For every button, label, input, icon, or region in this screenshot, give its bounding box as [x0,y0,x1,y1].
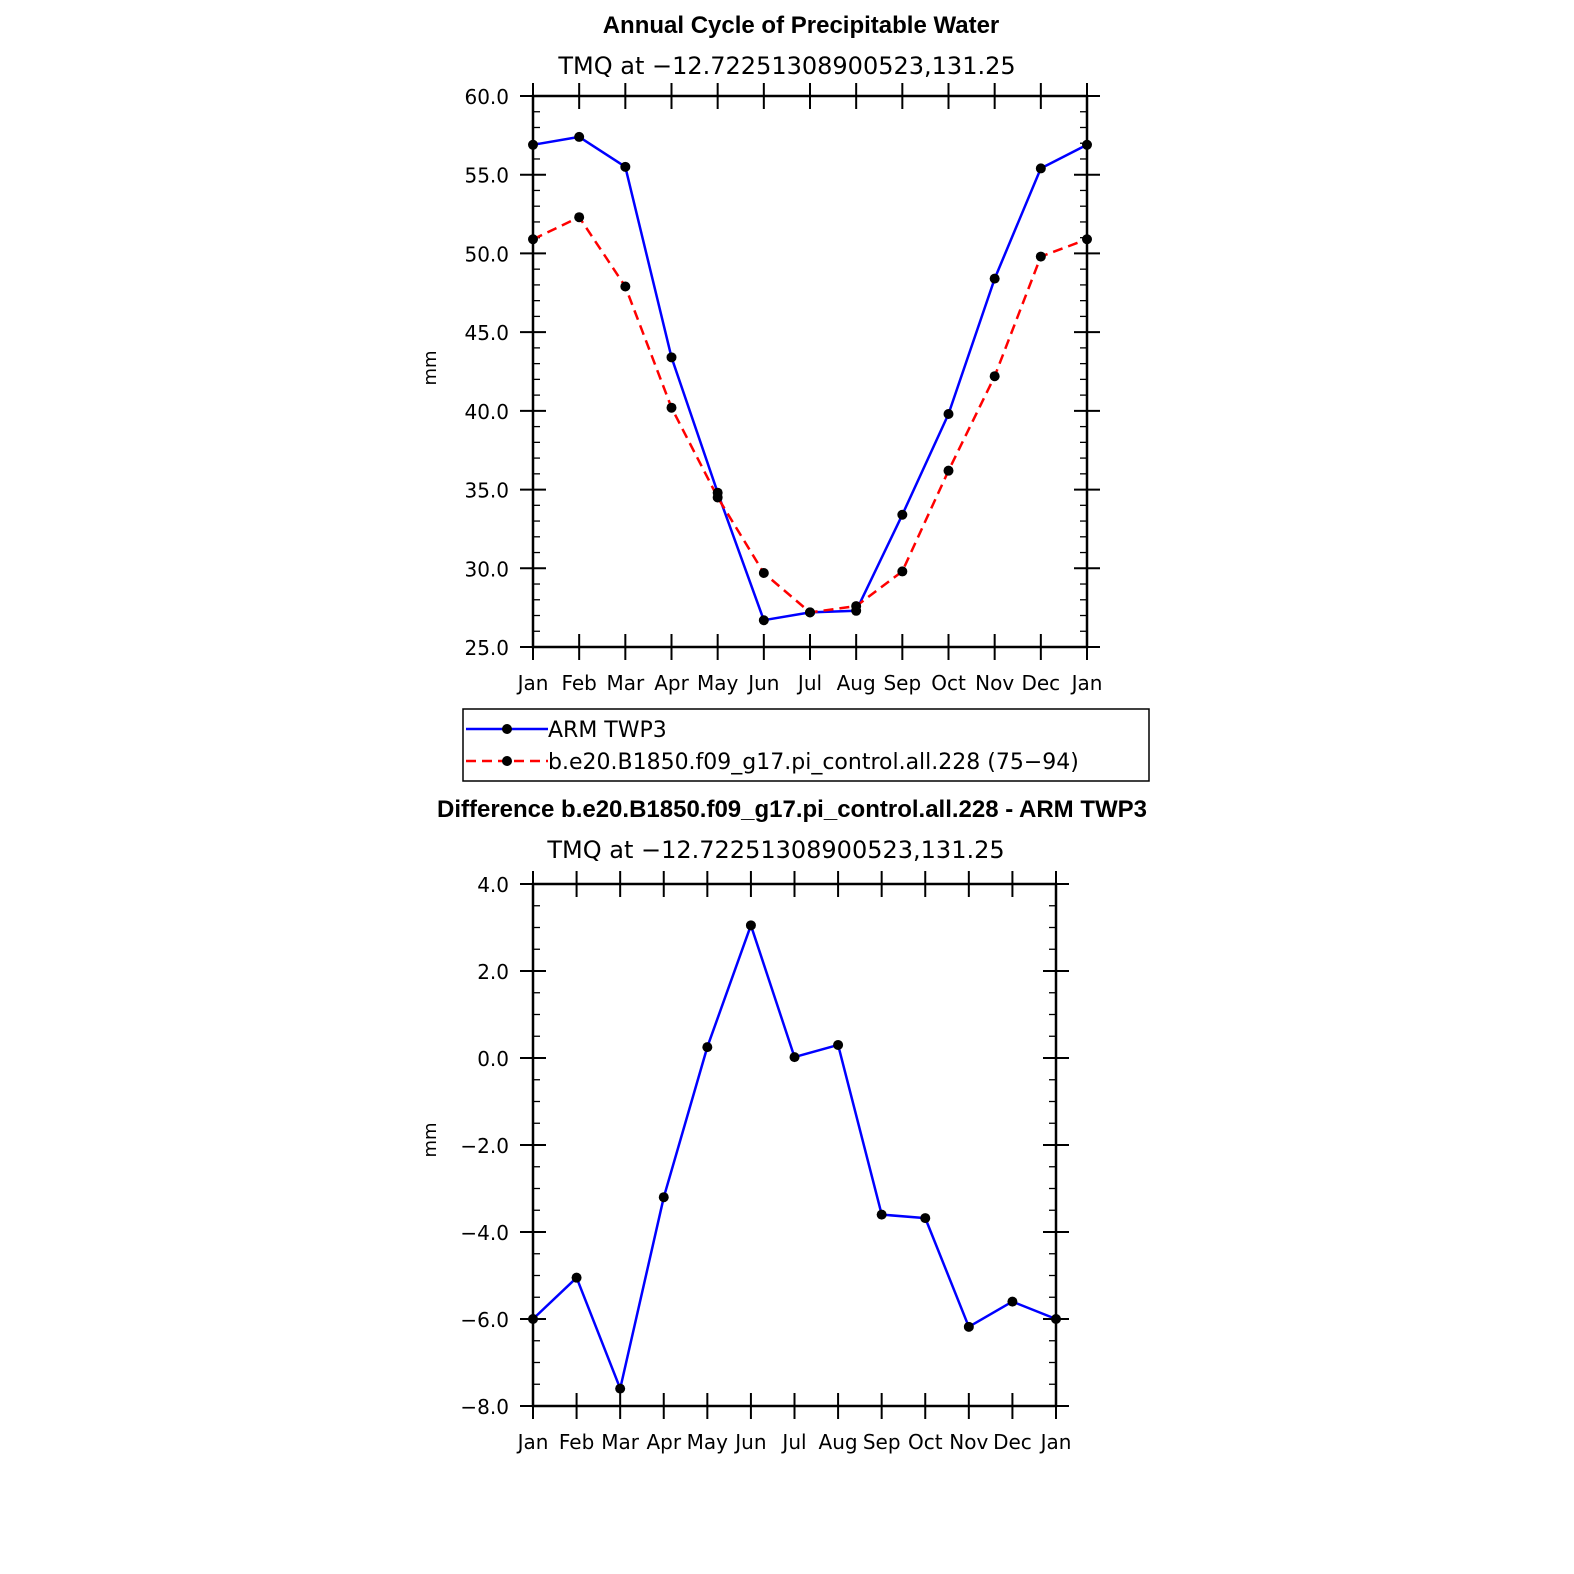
chart1-series-0-point [1035,163,1046,174]
chart2-series-0-point [745,920,756,931]
chart1-xtick-label: Feb [561,671,596,695]
chart1-series-1-point [897,566,908,577]
chart2-xtick-label: Jan [1039,1430,1072,1454]
chart2-xtick-label: Mar [601,1430,640,1454]
chart1-series-1-point [574,212,585,223]
chart1-ytick-label: 60.0 [464,85,509,109]
chart1-plot: 25.0 30.0 35.0 40.0 45.0 50.0 55.0 60.0 Jan Feb Ma… [464,83,1102,695]
chart2-xtick-label: Apr [646,1430,681,1454]
chart2-series-0-point [876,1209,887,1220]
chart2-plot: −8.0 −6.0 −4.0 −2.0 0.0 2.0 4.0 Jan Feb Mar Apr May… [460,871,1071,1454]
legend-label-arm: ARM TWP3 [548,718,667,743]
chart2-series-0-point [789,1052,800,1063]
chart2-xtick-label: Nov [949,1430,988,1454]
chart1-series-1-point [1035,251,1046,262]
chart2-series-0-point [1051,1314,1061,1324]
chart2-ylabel: mm [420,1122,441,1157]
chart1-series-1-point [712,492,723,503]
chart1-ytick-label: 40.0 [464,400,509,424]
chart2-ytick-label: −2.0 [460,1134,509,1158]
chart1-xtick-label: Jun [746,671,779,695]
chart2-ytick-label: −4.0 [460,1221,509,1245]
chart2-ytick-label: −8.0 [460,1395,509,1419]
chart1-xtick-label: May [697,671,739,695]
chart2-xtick-label: Oct [908,1430,943,1454]
chart1-series-0-point [943,409,954,420]
chart2-xtick-label: May [687,1430,729,1454]
chart1-series-0-point [528,139,538,150]
chart1-series-1-point [758,568,769,579]
chart2-subtitle: TMQ at −12.72251308900523,131.25 [546,836,1004,864]
chart1-xtick-label: Aug [837,671,876,695]
chart2-ytick-label: −6.0 [460,1308,509,1332]
chart1-ytick-label: 55.0 [464,164,509,188]
chart1-ytick-label: 35.0 [464,479,509,503]
chart2-xtick-label: Aug [819,1430,858,1454]
chart1-series-1-line [532,215,1088,614]
chart2-ytick-label: 2.0 [477,960,509,984]
chart1-xtick-label: Dec [1021,671,1060,695]
chart2-series-0-point [1007,1296,1018,1307]
chart1-xtick-label: Sep [883,671,921,695]
chart2-xtick-label: Feb [559,1430,594,1454]
chart1-ytick-label: 50.0 [464,242,509,266]
chart1-series-0-point [897,509,908,520]
chart1-xtick-label: Oct [931,671,966,695]
chart1-ytick-label: 45.0 [464,321,509,345]
legend: ARM TWP3 b.e20.B1850.f09_g17.pi_control.… [462,708,1150,782]
chart2-ytick-label: 0.0 [477,1047,509,1071]
chart1-xtick-label: Mar [606,671,645,695]
chart1-xtick-label: Apr [654,671,689,695]
chart1-series-0-line [532,135,1088,622]
chart2-series-0-point [615,1383,626,1394]
chart1-xtick-label: Jan [1070,671,1103,695]
chart2-series-0-line [532,924,1057,1390]
chart1-series-1-point [666,402,677,413]
chart1-series-1-point [620,281,631,292]
chart1-title: Annual Cycle of Precipitable Water [603,12,1000,39]
chart1-series-0-point [574,131,585,142]
chart1-series-1-point [943,465,954,476]
chart1-series-1-point [1082,234,1092,245]
chart1-ytick-label: 25.0 [464,636,509,660]
chart2-xtick-label: Jul [780,1430,806,1454]
chart1-series-0-point [989,273,1000,284]
chart2-series-0-point [963,1321,974,1332]
chart1-series-1-point [528,234,538,245]
chart2-title: Difference b.e20.B1850.f09_g17.pi_contro… [437,796,1147,823]
chart1-ylabel: mm [420,350,441,385]
legend-box [462,708,1150,782]
chart1-xtick-label: Nov [975,671,1014,695]
chart1-subtitle: TMQ at −12.72251308900523,131.25 [557,52,1015,80]
chart1-xtick-label: Jul [796,671,822,695]
chart1-series-0-point [666,352,677,363]
chart2-series-0-point [528,1314,538,1324]
chart2-frame [531,882,1058,1408]
chart2-xtick-label: Dec [993,1430,1032,1454]
chart2-series-0-point [920,1213,931,1224]
chart2-series-0-point [833,1039,844,1050]
chart1-xtick-label: Jan [516,671,549,695]
chart1-series-0-point [758,615,769,626]
legend-marker-arm [502,724,512,734]
chart2-xtick-label: Jan [516,1430,549,1454]
chart2-ytick-label: 4.0 [477,873,509,897]
chart2-series-0-point [702,1042,713,1053]
chart2-xtick-label: Sep [863,1430,901,1454]
chart2-series-0-point [658,1192,669,1203]
legend-label-model: b.e20.B1850.f09_g17.pi_control.all.228 (… [548,750,1079,775]
chart1-series-0-point [1082,139,1092,150]
chart1-series-0-point [620,161,631,172]
legend-marker-model [502,756,512,766]
chart2-series-0-point [571,1272,582,1283]
chart1-frame [531,94,1089,649]
chart1-series-1-point [805,607,815,618]
chart1-series-1-point [989,371,1000,382]
chart1-ytick-label: 30.0 [464,557,509,581]
chart2-xtick-label: Jun [733,1430,766,1454]
chart1-series-1-point [851,601,862,612]
